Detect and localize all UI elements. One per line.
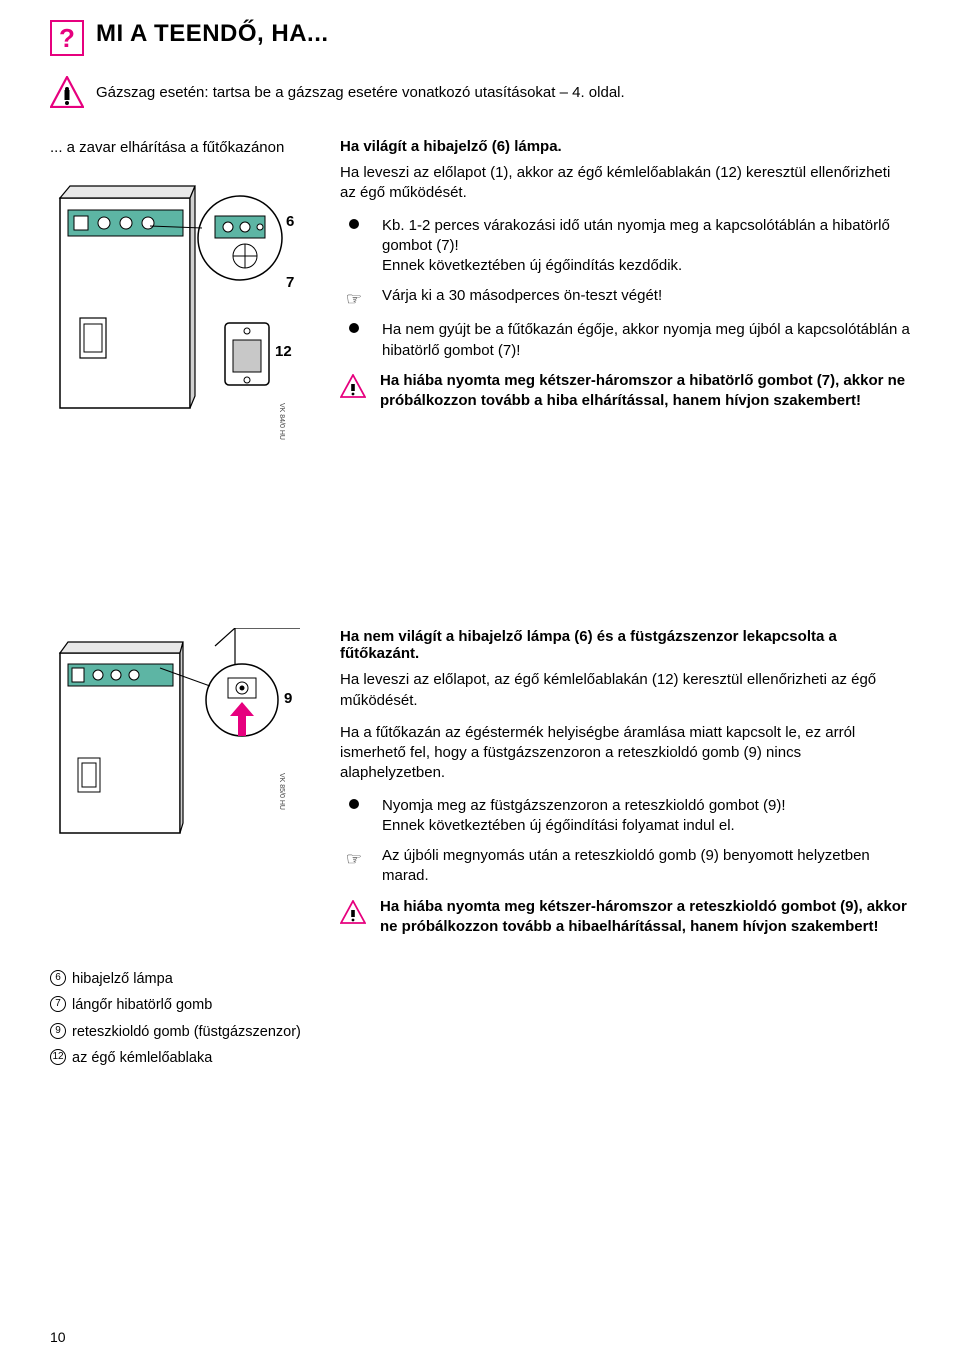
question-icon: ? [50,20,84,56]
section1-right: Ha világít a hibajelző (6) lámpa. Ha lev… [340,138,910,448]
dot-icon [340,796,368,809]
legend-num: 7 [50,996,66,1012]
legend-num: 9 [50,1023,66,1039]
bullet-item: Ha nem gyújt be a fűtőkazán égője, akkor… [340,320,910,361]
dot-icon [340,216,368,229]
bullet-item: Ha hiába nyomta meg kétszer-háromszor a … [340,897,910,938]
section2-right: Ha nem világít a hibajelző lámpa (6) és … [340,628,910,1073]
legend-label: hibajelző lámpa [72,968,173,991]
callout-12: 12 [275,343,292,360]
callout-6: 6 [286,213,294,230]
section1-intro: ... a zavar elhárítása a fűtőkazánon [50,138,310,158]
warning-icon [50,76,84,108]
subtitle-row: Gázszag esetén: tartsa be a gázszag eset… [50,76,910,108]
section2-lead: Ha leveszi az előlapot, az égő kémlelőab… [340,670,910,711]
question-mark: ? [59,23,75,54]
section-1: ... a zavar elhárítása a fűtőkazánon [50,138,910,448]
bullet-text: Ha hiába nyomta meg kétszer-háromszor a … [380,897,910,938]
bullet-text: Az újbóli megnyomás után a reteszkioldó … [382,846,910,887]
page-number: 10 [50,1329,66,1345]
dot-icon [340,320,368,333]
bullet-item: Kb. 1-2 perces várakozási idő után nyomj… [340,216,910,277]
section2-heading: Ha nem világít a hibajelző lámpa (6) és … [340,628,910,662]
legend-num: 6 [50,970,66,986]
legend-num: 12 [50,1049,66,1065]
legend-label: reteszkioldó gomb (füstgázszenzor) [72,1021,301,1044]
bullet-text: Ha hiába nyomta meg kétszer-háromszor a … [380,371,910,412]
boiler-diagram-1: 6 7 12 VK 84/0 HU [50,168,300,448]
section1-lead: Ha leveszi az előlapot (1), akkor az égő… [340,163,910,204]
fig-label-1: VK 84/0 HU [278,403,285,440]
bullet-item: Nyomja meg az füstgázszenzoron a reteszk… [340,796,910,837]
section1-heading: Ha világít a hibajelző (6) lámpa. [340,138,910,155]
callout-9: 9 [284,690,292,707]
bullet-text: Várja ki a 30 másodperces ön-teszt végét… [382,286,910,306]
bullet-text: Nyomja meg az füstgázszenzoron a reteszk… [382,796,910,837]
page-title: MI A TEENDŐ, HA... [96,20,329,48]
warning-icon [340,897,366,921]
boiler-diagram-2: 9 VK 85/0 HU [50,628,300,858]
hand-icon: ☞ [340,846,368,870]
bullet-item: ☞ Várja ki a 30 másodperces ön-teszt vég… [340,286,910,310]
bullet-item: ☞ Az újbóli megnyomás után a reteszkiold… [340,846,910,887]
legend-label: az égő kémlelőablaka [72,1047,212,1070]
header: ? MI A TEENDŐ, HA... [50,20,910,56]
section-2: 9 VK 85/0 HU 6 hibajelző lámpa 7 lángőr … [50,628,910,1073]
section2-para: Ha a fűtőkazán az égéstermék helyiségbe … [340,723,910,784]
section1-left: ... a zavar elhárítása a fűtőkazánon [50,138,310,448]
bullet-text: Kb. 1-2 perces várakozási idő után nyomj… [382,216,910,277]
legend-item: 7 lángőr hibatörlő gomb [50,994,310,1017]
legend-item: 12 az égő kémlelőablaka [50,1047,310,1070]
legend-label: lángőr hibatörlő gomb [72,994,212,1017]
warning-icon [340,371,366,395]
legend: 6 hibajelző lámpa 7 lángőr hibatörlő gom… [50,968,310,1070]
bullet-item: Ha hiába nyomta meg kétszer-háromszor a … [340,371,910,412]
section2-left: 9 VK 85/0 HU 6 hibajelző lámpa 7 lángőr … [50,628,310,1073]
hand-icon: ☞ [340,286,368,310]
fig-label-2: VK 85/0 HU [278,773,285,810]
legend-item: 9 reteszkioldó gomb (füstgázszenzor) [50,1021,310,1044]
bullet-text: Ha nem gyújt be a fűtőkazán égője, akkor… [382,320,910,361]
legend-item: 6 hibajelző lámpa [50,968,310,991]
callout-7: 7 [286,274,294,291]
subtitle: Gázszag esetén: tartsa be a gázszag eset… [96,84,625,101]
